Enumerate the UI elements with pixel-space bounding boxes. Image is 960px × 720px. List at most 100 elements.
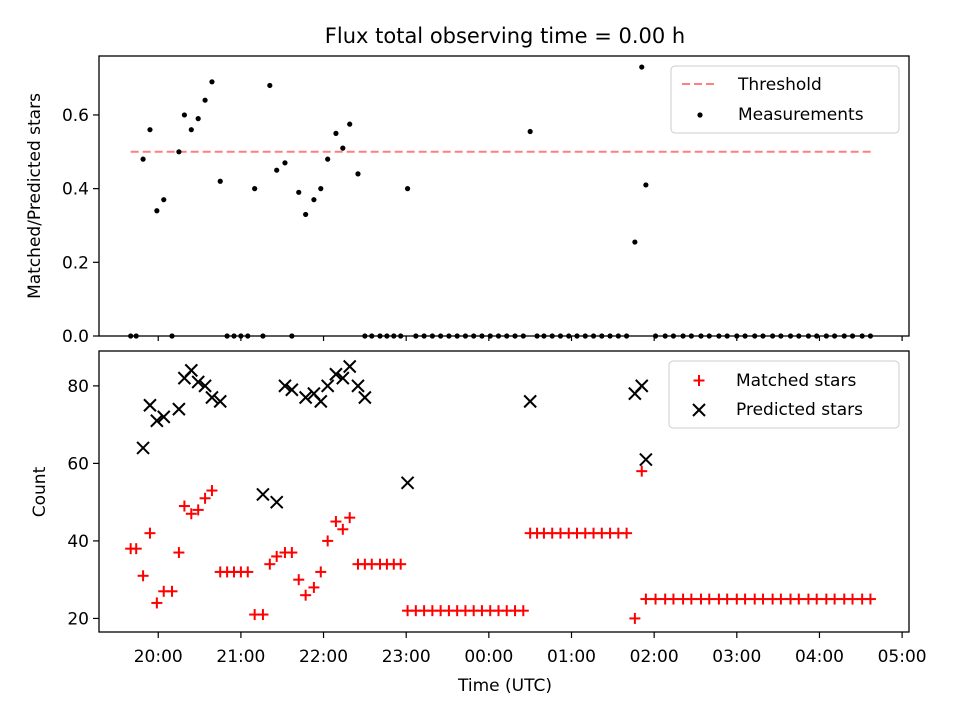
measurement-point xyxy=(274,167,280,173)
top-y-axis-label: Matched/Predicted stars xyxy=(25,93,45,299)
matched-star-marker xyxy=(395,558,407,570)
measurement-point xyxy=(340,145,346,151)
predicted-star-marker xyxy=(184,363,199,378)
top-y-tick-label: 0.4 xyxy=(62,180,89,200)
matched-star-marker xyxy=(621,527,633,539)
measurement-point xyxy=(639,64,645,70)
matched-star-marker xyxy=(330,516,342,528)
bottom-y-tick-label: 80 xyxy=(67,377,89,397)
matched-star-marker xyxy=(775,593,787,605)
bottom-x-tick-label: 21:00 xyxy=(216,647,265,667)
measurement-point xyxy=(147,127,153,133)
measurement-point xyxy=(188,127,194,133)
predicted-star-marker xyxy=(198,379,212,393)
matched-star-marker xyxy=(192,504,204,516)
measurement-point xyxy=(632,239,638,245)
bottom-y-tick-label: 20 xyxy=(67,609,89,629)
bottom-x-tick-label: 01:00 xyxy=(547,647,596,667)
predicted-star-marker xyxy=(285,383,299,397)
measurement-point xyxy=(643,182,649,188)
measurement-point xyxy=(303,211,309,218)
predicted-star-marker xyxy=(143,398,157,412)
legend-matched-label: Matched stars xyxy=(736,371,856,391)
predicted-star-marker xyxy=(400,476,415,490)
predicted-star-marker xyxy=(205,390,219,405)
measurement-point xyxy=(176,149,182,155)
matched-star-marker xyxy=(337,523,349,535)
matched-star-marker xyxy=(793,593,805,605)
matched-star-marker xyxy=(315,566,327,578)
top-chart: Flux total observing time = 0.00 h 0.0 0.… xyxy=(25,24,910,347)
bottom-x-tick-label: 22:00 xyxy=(299,647,348,667)
measurement-point xyxy=(181,112,188,118)
matched-star-marker xyxy=(739,593,751,605)
matched-star-marker xyxy=(185,508,197,520)
top-plot-frame xyxy=(98,55,910,337)
top-chart-title: Flux total observing time = 0.00 h xyxy=(325,24,685,48)
measurement-point xyxy=(404,186,411,192)
predicted-star-marker xyxy=(329,367,343,381)
top-legend-box xyxy=(670,65,900,134)
predicted-star-marker xyxy=(150,414,164,428)
bottom-x-tick-label: 23:00 xyxy=(382,647,431,667)
matched-star-marker xyxy=(667,593,679,605)
measurement-point xyxy=(202,97,208,103)
matched-star-marker xyxy=(199,492,211,504)
top-legend: Threshold Measurements xyxy=(670,65,900,134)
matched-star-marker xyxy=(130,543,142,555)
predicted-star-marker xyxy=(172,402,186,416)
bottom-x-tick-label: 00:00 xyxy=(464,647,513,667)
predicted-star-marker xyxy=(256,487,270,502)
legend-predicted-label: Predicted stars xyxy=(736,400,863,420)
predicted-star-marker xyxy=(351,379,365,393)
matched-star-marker xyxy=(173,547,185,559)
bottom-y-axis-label: Count xyxy=(30,466,50,517)
matched-star-marker xyxy=(166,585,178,597)
matched-star-marker xyxy=(206,485,218,497)
matched-star-marker xyxy=(137,570,149,582)
measurement-point xyxy=(333,130,339,136)
measurement-point xyxy=(355,171,361,177)
measurement-point xyxy=(209,79,215,85)
measurement-point xyxy=(217,178,223,184)
predicted-star-marker xyxy=(213,394,227,409)
predicted-star-marker xyxy=(635,379,649,393)
matched-star-marker xyxy=(757,593,769,605)
legend-threshold-label: Threshold xyxy=(737,75,822,95)
predicted-star-marker xyxy=(320,379,335,393)
measurement-point xyxy=(154,208,160,214)
matched-star-marker xyxy=(242,566,254,578)
predicted-star-marker xyxy=(136,441,150,455)
matched-star-marker xyxy=(257,609,269,621)
predicted-star-marker xyxy=(269,495,284,509)
matched-star-marker xyxy=(517,605,529,617)
measurement-point xyxy=(325,156,331,162)
top-y-tick-label: 0.6 xyxy=(62,106,89,126)
measurement-point xyxy=(140,156,146,162)
predicted-star-marker xyxy=(278,379,292,393)
bottom-y-tick-label: 40 xyxy=(67,532,89,552)
legend-measurements-swatch xyxy=(697,112,703,118)
bottom-chart: 20 40 60 80 20:00 21:00 22:00 23:00 00:00 01:00 0… xyxy=(30,350,927,696)
matched-star-marker xyxy=(640,593,652,605)
measurement-point xyxy=(161,197,167,203)
matched-star-marker xyxy=(300,589,312,601)
predicted-star-marker xyxy=(157,410,171,424)
measurement-point xyxy=(347,121,353,127)
top-y-tick-label: 0.0 xyxy=(62,327,89,347)
matched-star-marker xyxy=(308,581,320,593)
bottom-x-tick-label: 20:00 xyxy=(134,647,183,667)
matched-star-marker xyxy=(344,512,356,524)
legend-matched-swatch xyxy=(693,375,705,386)
matched-star-marker xyxy=(322,535,334,547)
predicted-star-marker xyxy=(343,359,357,374)
predicted-star-marker xyxy=(191,375,205,389)
top-y-tick-label: 0.2 xyxy=(62,253,89,273)
matched-star-marker xyxy=(811,593,823,605)
measurement-point xyxy=(282,160,288,166)
bottom-x-axis-label: Time (UTC) xyxy=(457,676,552,696)
predicted-star-marker xyxy=(639,452,653,467)
measurement-point xyxy=(527,128,533,135)
matched-star-marker xyxy=(847,593,859,605)
